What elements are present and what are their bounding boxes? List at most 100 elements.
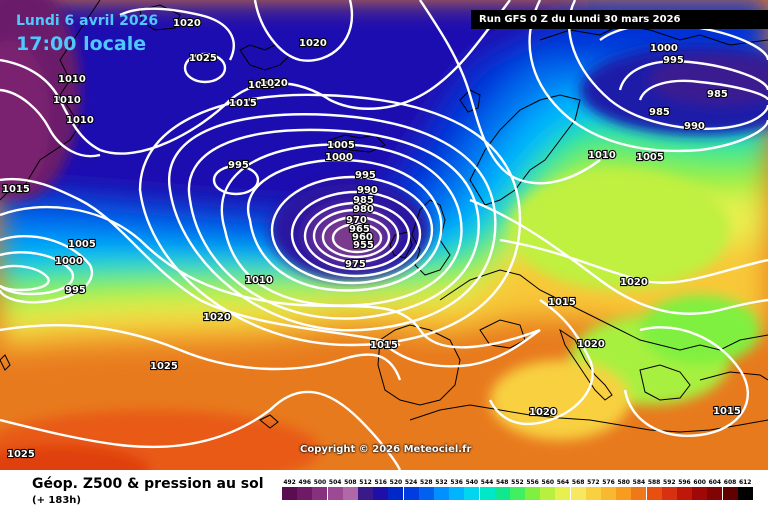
scale-swatch — [525, 487, 541, 500]
isobar-label: 1010 — [58, 74, 86, 85]
isobar-label: 995 — [355, 170, 376, 181]
scale-label: 544 — [480, 479, 494, 486]
scale-entry: 512 — [358, 478, 374, 500]
isobar-1020-italy — [488, 299, 594, 426]
isobar-label: 965 — [349, 224, 370, 235]
europe-north-coast — [439, 269, 768, 351]
scale-label: 548 — [495, 479, 509, 486]
scale-swatch — [555, 487, 571, 500]
scale-label: 516 — [374, 479, 387, 486]
scale-swatch — [433, 487, 449, 500]
run-info: Run GFS 0 Z du Lundi 30 mars 2026 — [471, 10, 768, 29]
isobar-985-east — [638, 79, 768, 101]
scale-label: 556 — [526, 479, 539, 486]
scale-label: 572 — [587, 479, 600, 486]
isobar-1020-west — [0, 177, 401, 347]
scale-swatch — [297, 487, 313, 500]
azores-coast — [259, 414, 279, 429]
isobar-label: 1020 — [299, 38, 327, 49]
isobar-1010 — [138, 93, 522, 347]
isobar-label: 1015 — [370, 340, 398, 351]
isobar-960 — [331, 222, 383, 254]
scale-swatch — [494, 487, 510, 500]
geopotential-field — [0, 0, 768, 470]
scale-label: 496 — [298, 479, 312, 486]
scandinavia-coast — [469, 94, 581, 206]
scale-entry: 580 — [616, 478, 632, 500]
scale-label: 512 — [359, 479, 372, 486]
italy-coast — [559, 328, 613, 401]
isobar-1020-north — [119, 7, 235, 61]
scale-entry: 596 — [676, 478, 692, 500]
scale-label: 520 — [389, 479, 403, 486]
isobar-label: 990 — [684, 121, 705, 132]
parameter-title: Géop. Z500 & pression au sol — [32, 476, 264, 492]
turkey-coast — [699, 371, 768, 381]
isobar-1010-greenland — [0, 88, 101, 158]
scale-label: 596 — [678, 479, 691, 486]
isobar-label: 1005 — [636, 152, 664, 163]
scale-swatch — [312, 487, 328, 500]
scale-swatch — [388, 487, 404, 500]
scale-label: 532 — [435, 479, 448, 486]
isobar-1005 — [167, 113, 497, 332]
isobar-label: 1010 — [66, 115, 94, 126]
scale-swatch — [661, 487, 677, 500]
isobar-1020-east — [499, 238, 768, 284]
isobar-label: 995 — [663, 55, 684, 66]
scale-swatch — [676, 487, 692, 500]
scale-label: 568 — [571, 479, 585, 486]
scale-label: 504 — [328, 479, 342, 486]
scale-swatch — [631, 487, 647, 500]
greece-coast — [639, 364, 691, 401]
scale-entry: 528 — [418, 478, 434, 500]
scale-swatch — [418, 487, 434, 500]
scale-swatch — [601, 487, 617, 500]
isobar-990 — [247, 158, 443, 292]
chart-footer: Géop. Z500 & pression au sol (+ 183h) 49… — [0, 470, 768, 512]
isobar-label: 995 — [65, 285, 86, 296]
scale-entry: 608 — [722, 478, 738, 500]
isobar-label: 985 — [649, 107, 670, 118]
scale-label: 580 — [617, 479, 630, 486]
scale-entry: 604 — [707, 478, 723, 500]
scale-label: 560 — [541, 479, 555, 486]
arctic-russia-coast — [539, 24, 768, 46]
isobar-995-west-small — [0, 264, 50, 292]
isobar-1015-north — [0, 0, 511, 155]
valid-date: Lundi 6 avril 2026 — [16, 13, 159, 29]
scale-swatch — [282, 487, 298, 500]
scale-entry: 588 — [646, 478, 662, 500]
scale-swatch — [616, 487, 632, 500]
isobar-1015-west — [0, 205, 541, 349]
isobar-label: 985 — [707, 89, 728, 100]
scale-entry: 560 — [540, 478, 556, 500]
scale-entry: 548 — [494, 478, 510, 500]
scale-entry: 600 — [692, 478, 708, 500]
scale-swatch — [692, 487, 708, 500]
scale-entry: 544 — [479, 478, 495, 500]
scale-swatch — [358, 487, 374, 500]
scale-entry: 532 — [433, 478, 449, 500]
isobar-label: 985 — [353, 195, 374, 206]
scale-entry: 520 — [388, 478, 404, 500]
scale-swatch — [342, 487, 358, 500]
scale-swatch — [509, 487, 525, 500]
isobar-1015-balkans — [623, 326, 750, 437]
isobar-label: 1025 — [150, 361, 178, 372]
isobar-1005-north — [419, 0, 601, 185]
isobar-lines — [0, 0, 768, 470]
isobar-1020-north-2 — [253, 0, 353, 62]
bermuda-coast — [0, 354, 11, 371]
scale-swatch — [570, 487, 586, 500]
great-britain-coast — [411, 199, 451, 276]
geopotential-map: 1020 1025 1020 1010 1020 1010 1010 1015 … — [0, 0, 768, 470]
isobar-label: 1025 — [189, 53, 217, 64]
scale-label: 500 — [313, 479, 327, 486]
isobar-label: 960 — [352, 232, 373, 243]
scale-swatch — [403, 487, 419, 500]
scale-label: 612 — [738, 479, 752, 486]
scale-entry: 496 — [297, 478, 313, 500]
isobar-label: 1025 — [7, 449, 35, 460]
